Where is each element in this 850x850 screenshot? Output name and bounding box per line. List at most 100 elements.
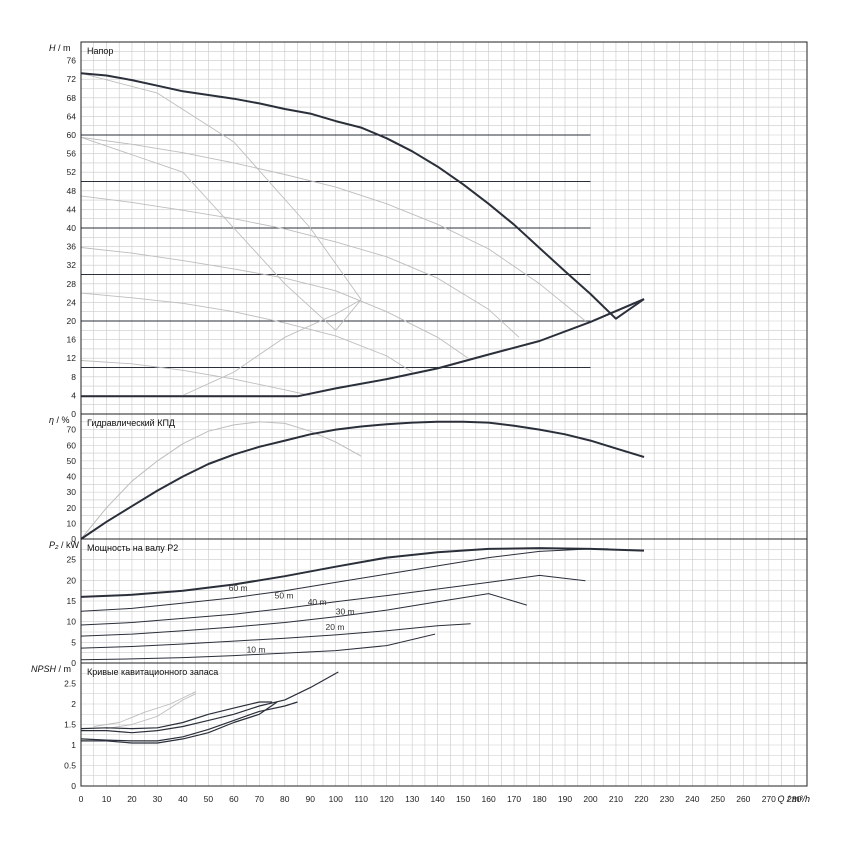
power-max-curve [80,547,645,598]
x-tick-label: 70 [255,794,265,804]
power-curve-label: 50 m [275,591,294,601]
panel-title: Гидравлический КПД [87,418,175,428]
y-tick-label: 24 [67,297,77,307]
y-tick-label: 25 [67,555,77,565]
x-tick-label: 260 [736,794,750,804]
power-curve [80,548,609,612]
y-tick-label: 40 [67,472,77,482]
power-curve [80,574,586,626]
y-tick-label: 60 [67,440,77,450]
y-tick-label: 56 [67,149,77,159]
y-tick-label: 76 [67,56,77,66]
head-speed-curve [80,247,469,359]
x-tick-label: 100 [329,794,343,804]
x-tick-label: 270 [762,794,776,804]
x-tick-label: 0 [79,794,84,804]
curves-layer [80,72,645,744]
y-tick-label: 64 [67,111,77,121]
y-tick-label: 12 [67,353,77,363]
y-tick-label: 36 [67,242,77,252]
head-system-curve [182,299,362,396]
panel-title: Кривые кавитационного запаса [87,667,218,677]
y-tick-label: 10 [67,518,77,528]
x-tick-label: 230 [660,794,674,804]
power-curve-label: 10 m [247,645,266,655]
y-tick-label: 50 [67,456,77,466]
x-tick-label: 280 [787,794,801,804]
y-tick-label: 0 [71,781,76,791]
x-tick-label: 250 [711,794,725,804]
x-axis-label: Q / m³/h [777,794,810,804]
y-tick-label: 2 [71,699,76,709]
power-curve-label: 60 m [229,583,248,593]
y-tick-label: 4 [71,390,76,400]
head-speed-curve [80,136,586,322]
y-tick-label: 70 [67,425,77,435]
y-axis-label: η / % [49,415,70,425]
y-axis-symbol: H [49,43,56,53]
x-tick-label: 110 [354,794,368,804]
y-tick-label: 40 [67,223,77,233]
frames-layer [80,41,808,787]
power-curve-label: 30 m [336,607,355,617]
y-tick-label: 0 [71,534,76,544]
y-tick-label: 68 [67,93,77,103]
x-tick-label: 130 [405,794,419,804]
head-system-curve [80,72,362,300]
y-tick-label: 28 [67,279,77,289]
y-axis-label: H / m [49,43,71,53]
x-tick-label: 220 [634,794,648,804]
y-tick-label: 0.5 [64,761,76,771]
y-axis-symbol: NPSH [31,664,57,674]
y-tick-label: 72 [67,74,77,84]
panel-title: Напор [87,46,113,56]
x-tick-label: 50 [204,794,214,804]
head-speed-curve [80,195,520,338]
y-tick-label: 32 [67,260,77,270]
y-tick-label: 52 [67,167,77,177]
panel-frame [80,662,808,787]
y-tick-label: 5 [71,637,76,647]
y-tick-label: 2.5 [64,679,76,689]
head-speed-curve [80,292,413,373]
y-tick-label: 20 [67,503,77,513]
npsh-curve [81,671,339,734]
x-tick-label: 210 [609,794,623,804]
npsh-light-curve [93,691,196,727]
head-max-curve [80,72,645,320]
y-tick-label: 0 [71,409,76,419]
x-tick-label: 60 [229,794,239,804]
power-curve [80,623,471,649]
y-tick-label: 1 [71,740,76,750]
y-axis-label: P₂ / kW [49,540,79,550]
y-tick-label: 10 [67,617,77,627]
y-tick-label: 15 [67,596,77,606]
x-tick-label: 240 [685,794,699,804]
npsh-light-curve [106,693,196,730]
x-tick-label: 40 [178,794,188,804]
x-tick-label: 140 [431,794,445,804]
y-axis-label: NPSH / m [31,664,71,674]
y-axis-unit: % [62,415,70,425]
power-curve-label: 40 m [308,597,327,607]
y-tick-label: 30 [67,487,77,497]
x-tick-label: 80 [280,794,290,804]
y-tick-label: 60 [67,130,77,140]
power-curve-label: 20 m [326,622,345,632]
head-envelope-low [81,298,645,398]
x-tick-label: 150 [456,794,470,804]
y-tick-label: 0 [71,658,76,668]
labels-layer: 0481216202428323640444852566064687276Нап… [31,43,810,804]
y-tick-label: 16 [67,335,77,345]
y-axis-symbol: η [49,415,54,425]
x-tick-label: 200 [583,794,597,804]
x-tick-label: 10 [102,794,112,804]
panel-title: Мощность на валу P2 [87,543,178,553]
y-axis-unit: m [63,43,71,53]
y-tick-label: 44 [67,204,77,214]
x-tick-label: 120 [380,794,394,804]
x-tick-label: 20 [127,794,137,804]
power-curve [80,593,527,637]
y-axis-symbol: P₂ [49,540,59,550]
